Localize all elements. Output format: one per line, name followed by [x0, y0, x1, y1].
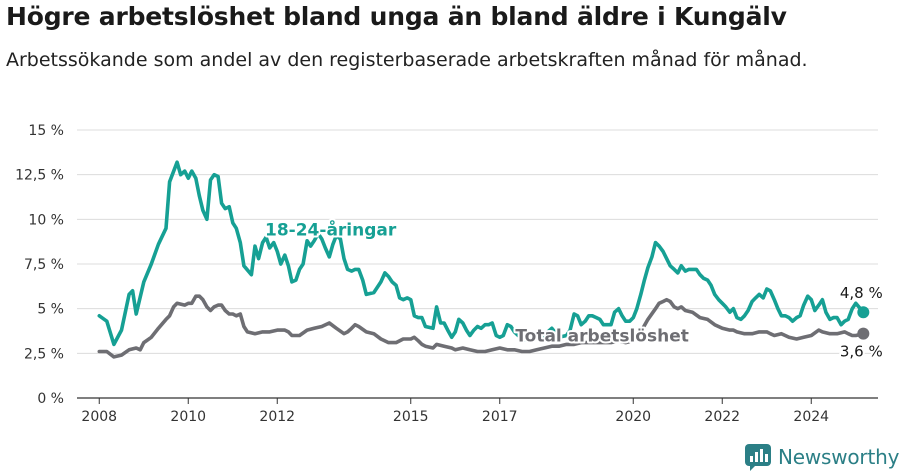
end-value-youth: 4,8 %	[840, 284, 883, 302]
x-tick-label: 2010	[170, 409, 206, 425]
y-tick-label: 12,5 %	[15, 168, 64, 184]
x-tick-label: 2017	[482, 409, 518, 425]
endpoint-youth	[857, 306, 870, 319]
x-tick-label: 2024	[793, 409, 829, 425]
series-lines	[97, 160, 870, 359]
gridlines	[77, 129, 878, 399]
series-line-youth	[97, 160, 866, 347]
chart-subtitle: Arbetssökande som andel av den registerb…	[6, 49, 808, 71]
endpoint-total	[857, 327, 870, 340]
newsworthy-wordmark: Newsworthy	[778, 445, 900, 469]
y-tick-label: 7,5 %	[24, 257, 64, 273]
y-tick-label: 5 %	[37, 302, 64, 318]
x-tick-label: 2012	[259, 409, 295, 425]
y-tick-label: 15 %	[28, 123, 64, 139]
x-axis: 2008 2010 2012 2015 2017 2020 2022 2024	[77, 397, 878, 425]
series-label-youth: 18-24-åringar	[265, 218, 397, 240]
series-labels: 18-24-åringar Total arbetslöshet 4,8 % 3,6 …	[263, 216, 885, 362]
newsworthy-icon	[745, 444, 771, 471]
series-label-total: Total arbetslöshet	[515, 327, 689, 347]
x-tick-label: 2015	[393, 409, 429, 425]
y-tick-label: 10 %	[28, 212, 64, 228]
chart-title: Högre arbetslöshet bland unga än bland ä…	[6, 2, 787, 31]
y-tick-label: 0 %	[37, 391, 64, 407]
x-tick-label: 2020	[615, 409, 651, 425]
y-axis: 0 % 2,5 % 5 % 7,5 % 10 % 12,5 % 15 %	[15, 123, 64, 407]
newsworthy-logo: Newsworthy	[744, 442, 899, 472]
x-tick-label: 2022	[704, 409, 740, 425]
end-value-total: 3,6 %	[840, 343, 883, 361]
y-tick-label: 2,5 %	[24, 346, 64, 362]
x-tick-label: 2008	[81, 409, 117, 425]
series-line-total	[97, 294, 866, 359]
